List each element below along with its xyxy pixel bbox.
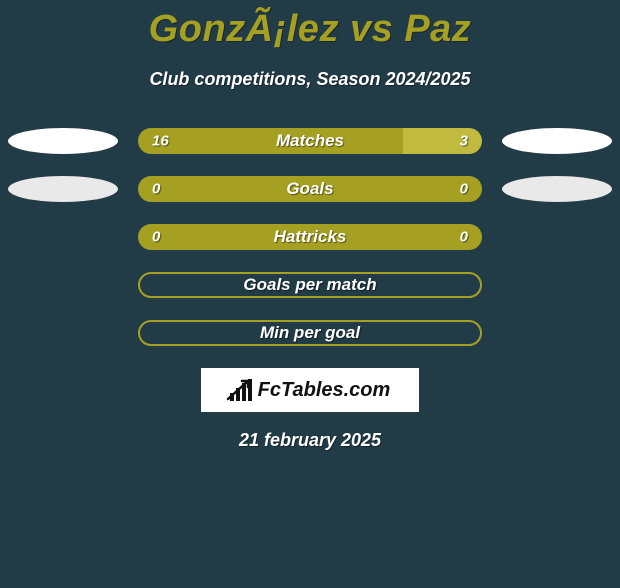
bar-left-fill: [138, 128, 403, 154]
stat-bar: Goals per match: [138, 272, 482, 298]
stats-container: 16 3 Matches 0 0 Goals 0 0 Hattricks Goals per ma…: [0, 128, 620, 346]
stat-label: Min per goal: [260, 323, 360, 343]
chart-arrow-icon: [230, 379, 252, 401]
logo-text: FcTables.com: [258, 379, 391, 402]
stat-label: Goals: [286, 179, 333, 199]
stat-bar: 0 0 Goals: [138, 176, 482, 202]
player-left-marker: [8, 176, 118, 202]
subtitle: Club competitions, Season 2024/2025: [0, 69, 620, 90]
bar-right-fill: [310, 176, 482, 202]
date-label: 21 february 2025: [0, 430, 620, 451]
left-ellipse-slot: [8, 128, 118, 154]
stat-right-value: 0: [460, 229, 468, 246]
stat-label: Goals per match: [243, 275, 376, 295]
stat-bar: 16 3 Matches: [138, 128, 482, 154]
stat-left-value: 16: [152, 133, 169, 150]
bar-right-fill: [403, 128, 482, 154]
stat-row: Min per goal: [0, 320, 620, 346]
left-ellipse-slot: [8, 176, 118, 202]
stat-left-value: 0: [152, 181, 160, 198]
stat-right-value: 3: [460, 133, 468, 150]
right-ellipse-slot: [502, 128, 612, 154]
stat-bar: 0 0 Hattricks: [138, 224, 482, 250]
player-right-marker: [502, 128, 612, 154]
stat-bar: Min per goal: [138, 320, 482, 346]
bar-left-fill: [138, 176, 310, 202]
stat-label: Matches: [276, 131, 344, 151]
stat-row: 16 3 Matches: [0, 128, 620, 154]
page-title: GonzÃ¡lez vs Paz: [0, 8, 620, 51]
stat-right-value: 0: [460, 181, 468, 198]
stat-left-value: 0: [152, 229, 160, 246]
stat-row: 0 0 Hattricks: [0, 224, 620, 250]
logo-box: FcTables.com: [201, 368, 419, 412]
stat-row: 0 0 Goals: [0, 176, 620, 202]
right-ellipse-slot: [502, 176, 612, 202]
player-right-marker: [502, 176, 612, 202]
player-left-marker: [8, 128, 118, 154]
stat-row: Goals per match: [0, 272, 620, 298]
stat-label: Hattricks: [274, 227, 347, 247]
